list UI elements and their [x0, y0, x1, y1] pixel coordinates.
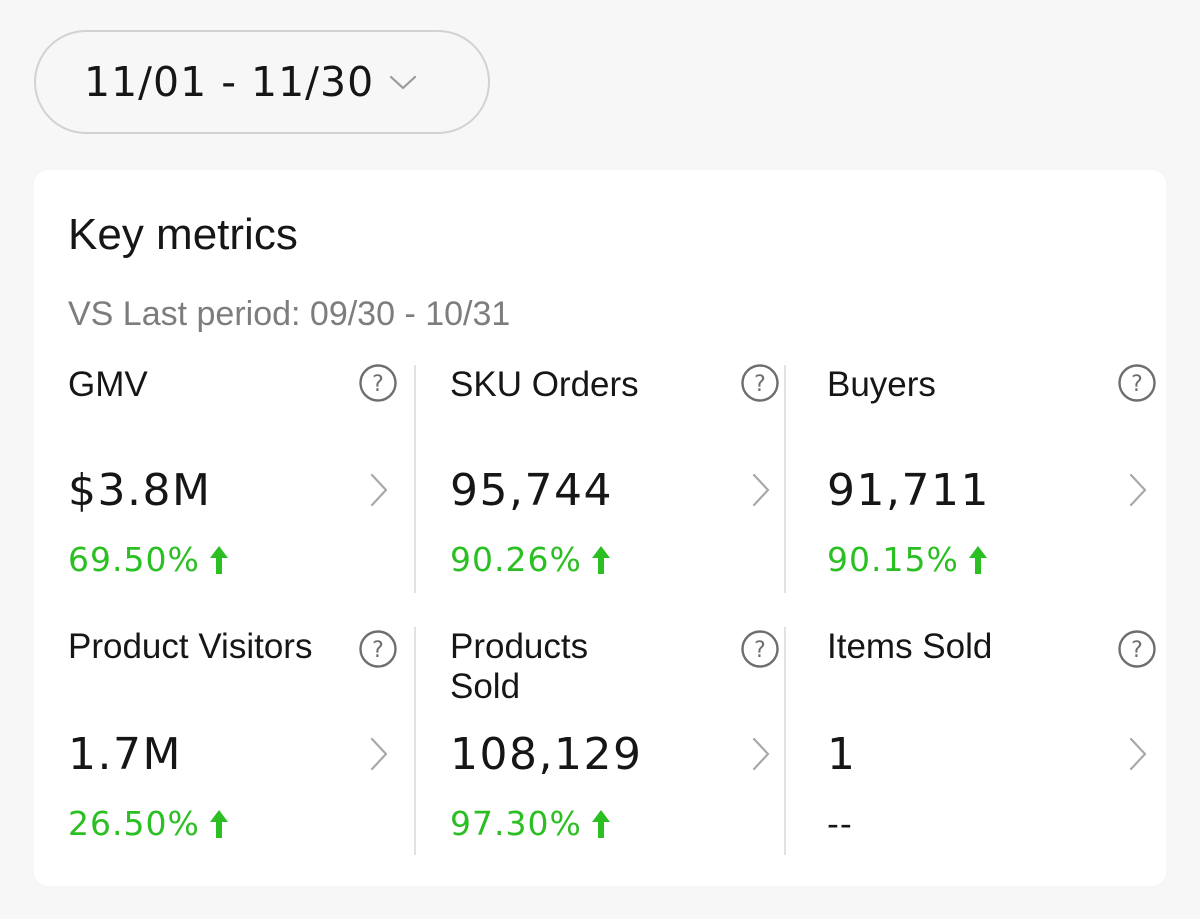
- svg-text:?: ?: [754, 638, 766, 663]
- chevron-right-icon[interactable]: [368, 472, 390, 508]
- key-metrics-card: Key metrics VS Last period: 09/30 - 10/3…: [34, 170, 1166, 886]
- metric-sku-orders[interactable]: SKU Orders ? 95,744 90.26%: [450, 363, 780, 595]
- question-circle-icon[interactable]: ?: [358, 363, 398, 403]
- column-divider: [414, 365, 416, 593]
- arrow-up-icon: [968, 545, 987, 574]
- metric-value: 108,129: [450, 729, 643, 780]
- arrow-up-icon: [591, 809, 610, 838]
- chevron-right-icon[interactable]: [368, 736, 390, 772]
- arrow-up-icon: [209, 809, 228, 838]
- column-divider: [784, 627, 786, 855]
- column-divider: [414, 627, 416, 855]
- card-title: Key metrics: [68, 210, 298, 259]
- metric-buyers[interactable]: Buyers ? 91,711 90.15%: [827, 363, 1157, 595]
- chevron-down-icon: [390, 75, 417, 90]
- question-circle-icon[interactable]: ?: [358, 629, 398, 669]
- arrow-up-icon: [591, 545, 610, 574]
- metric-value: 95,744: [450, 465, 613, 516]
- chevron-right-icon[interactable]: [750, 736, 772, 772]
- metric-label: SKU Orders: [450, 365, 639, 404]
- metric-change-value: 90.15%: [827, 540, 959, 579]
- metric-value: 1.7M: [68, 729, 182, 780]
- metric-change: 97.30%: [450, 804, 612, 843]
- chevron-right-icon[interactable]: [1127, 736, 1149, 772]
- chevron-right-icon[interactable]: [750, 472, 772, 508]
- svg-text:?: ?: [1131, 372, 1143, 397]
- metric-label: Items Sold: [827, 627, 993, 666]
- metric-items-sold[interactable]: Items Sold ? 1 --: [827, 627, 1157, 857]
- metric-change-value: 69.50%: [68, 540, 200, 579]
- metric-change: 69.50%: [68, 540, 230, 579]
- question-circle-icon[interactable]: ?: [740, 629, 780, 669]
- svg-text:?: ?: [754, 372, 766, 397]
- metric-label: Product Visi­tors: [68, 627, 313, 666]
- metric-value: 91,711: [827, 465, 990, 516]
- date-range-selector[interactable]: 11/01 - 11/30: [34, 30, 490, 134]
- metric-gmv[interactable]: GMV ? $3.8M 69.50%: [68, 363, 398, 595]
- metric-value: $3.8M: [68, 465, 212, 516]
- arrow-up-icon: [209, 545, 228, 574]
- metric-label: GMV: [68, 365, 148, 404]
- comparison-period: VS Last period: 09/30 - 10/31: [68, 295, 511, 333]
- metric-change-value: 90.26%: [450, 540, 582, 579]
- question-circle-icon[interactable]: ?: [1117, 363, 1157, 403]
- metric-products-sold[interactable]: Products Sold ? 108,129 97.30%: [450, 627, 780, 857]
- metric-label: Buyers: [827, 365, 936, 404]
- date-range-label: 11/01 - 11/30: [84, 58, 375, 106]
- chevron-right-icon[interactable]: [1127, 472, 1149, 508]
- metric-change: 90.15%: [827, 540, 989, 579]
- question-circle-icon[interactable]: ?: [740, 363, 780, 403]
- column-divider: [784, 365, 786, 593]
- question-circle-icon[interactable]: ?: [1117, 629, 1157, 669]
- metric-change: 26.50%: [68, 804, 230, 843]
- svg-text:?: ?: [372, 372, 384, 397]
- metric-value: 1: [827, 729, 857, 780]
- svg-text:?: ?: [372, 638, 384, 663]
- metric-change-value: --: [827, 804, 853, 843]
- metric-product-visitors[interactable]: Product Visi­tors ? 1.7M 26.50%: [68, 627, 398, 857]
- metric-change-value: 97.30%: [450, 804, 582, 843]
- metric-change: 90.26%: [450, 540, 612, 579]
- svg-text:?: ?: [1131, 638, 1143, 663]
- metric-label: Products Sold: [450, 627, 589, 706]
- metric-change-value: 26.50%: [68, 804, 200, 843]
- metric-change: --: [827, 804, 853, 843]
